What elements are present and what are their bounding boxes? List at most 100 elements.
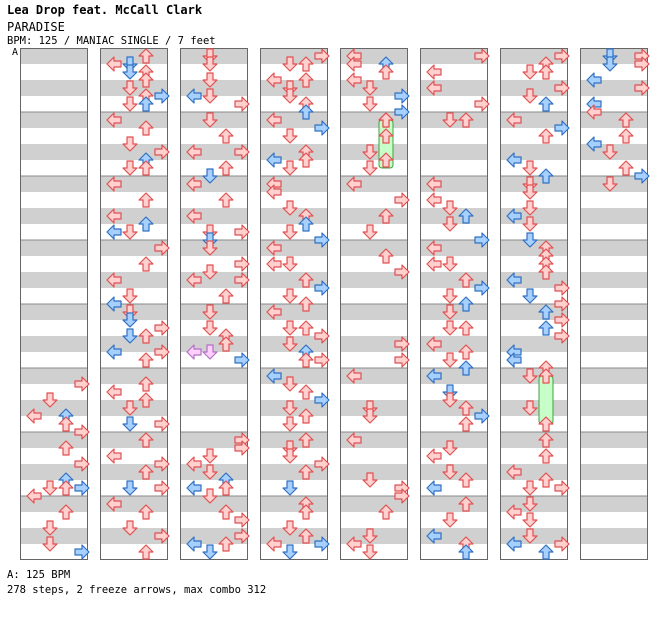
down-arrow-icon	[362, 544, 378, 560]
up-arrow-icon	[378, 128, 394, 144]
right-arrow-icon	[634, 80, 650, 96]
up-arrow-icon	[298, 352, 314, 368]
down-arrow-icon	[202, 464, 218, 480]
up-arrow-icon	[298, 528, 314, 544]
down-arrow-icon	[522, 368, 538, 384]
up-arrow-icon	[538, 368, 554, 384]
beat-stripe	[100, 144, 168, 160]
beat-stripe	[180, 80, 248, 96]
beat-stripe	[20, 464, 88, 480]
right-arrow-icon	[234, 528, 250, 544]
up-arrow-icon	[458, 112, 474, 128]
beat-stripe	[580, 432, 648, 448]
left-arrow-icon	[186, 272, 202, 288]
right-arrow-icon	[154, 144, 170, 160]
down-arrow-icon	[522, 288, 538, 304]
left-arrow-icon	[266, 240, 282, 256]
column-frame	[100, 48, 168, 560]
up-arrow-icon	[298, 296, 314, 312]
left-arrow-icon	[346, 536, 362, 552]
down-arrow-icon	[442, 256, 458, 272]
beat-stripe	[580, 208, 648, 224]
left-arrow-icon	[506, 352, 522, 368]
up-arrow-icon	[298, 104, 314, 120]
left-arrow-icon	[506, 536, 522, 552]
beat-stripe	[420, 400, 488, 416]
beat-stripe	[420, 272, 488, 288]
left-arrow-icon	[106, 496, 122, 512]
up-arrow-icon	[218, 128, 234, 144]
down-arrow-icon	[282, 544, 298, 560]
up-arrow-icon	[138, 376, 154, 392]
left-arrow-icon	[506, 464, 522, 480]
up-arrow-icon	[458, 416, 474, 432]
beat-stripe	[580, 400, 648, 416]
up-arrow-icon	[298, 152, 314, 168]
beat-stripe	[420, 176, 488, 192]
beat-stripe	[180, 496, 248, 512]
up-arrow-icon	[138, 352, 154, 368]
beat-stripe	[260, 464, 328, 480]
left-arrow-icon	[266, 152, 282, 168]
left-arrow-icon	[266, 536, 282, 552]
right-arrow-icon	[554, 296, 570, 312]
down-arrow-icon	[202, 56, 218, 72]
beat-stripe	[100, 272, 168, 288]
up-arrow-icon	[218, 480, 234, 496]
beat-stripe	[180, 528, 248, 544]
down-arrow-icon	[442, 464, 458, 480]
beat-stripe	[180, 432, 248, 448]
up-arrow-icon	[138, 392, 154, 408]
left-arrow-icon	[106, 384, 122, 400]
up-arrow-icon	[218, 504, 234, 520]
left-arrow-icon	[346, 56, 362, 72]
beat-stripe	[420, 528, 488, 544]
beat-stripe	[580, 112, 648, 128]
beat-stripe	[100, 240, 168, 256]
up-arrow-icon	[458, 360, 474, 376]
beat-stripe	[100, 208, 168, 224]
right-arrow-icon	[154, 240, 170, 256]
right-arrow-icon	[394, 264, 410, 280]
down-arrow-icon	[202, 488, 218, 504]
up-arrow-icon	[538, 304, 554, 320]
left-arrow-icon	[106, 176, 122, 192]
down-arrow-icon	[282, 256, 298, 272]
up-arrow-icon	[138, 504, 154, 520]
left-arrow-icon	[26, 488, 42, 504]
up-arrow-icon	[298, 56, 314, 72]
beat-stripe	[500, 48, 568, 64]
down-arrow-icon	[122, 328, 138, 344]
up-arrow-icon	[138, 96, 154, 112]
left-arrow-icon	[106, 448, 122, 464]
beat-stripe	[340, 496, 408, 512]
up-arrow-icon	[138, 256, 154, 272]
beat-stripe	[100, 464, 168, 480]
up-arrow-icon	[298, 432, 314, 448]
beat-stripe	[420, 432, 488, 448]
up-arrow-icon	[138, 432, 154, 448]
up-arrow-icon	[538, 416, 554, 432]
up-arrow-icon	[538, 544, 554, 560]
beat-stripe	[580, 240, 648, 256]
right-arrow-icon	[74, 544, 90, 560]
up-arrow-icon	[618, 160, 634, 176]
beat-stripe	[100, 176, 168, 192]
beat-stripe	[420, 240, 488, 256]
beat-stripe	[100, 336, 168, 352]
down-arrow-icon	[282, 160, 298, 176]
left-arrow-icon	[186, 208, 202, 224]
beat-stripe	[340, 368, 408, 384]
beat-stripe	[580, 272, 648, 288]
left-arrow-icon	[26, 408, 42, 424]
down-arrow-icon	[362, 160, 378, 176]
beat-stripe	[100, 432, 168, 448]
right-arrow-icon	[314, 328, 330, 344]
down-arrow-icon	[362, 144, 378, 160]
down-arrow-icon	[522, 216, 538, 232]
down-arrow-icon	[442, 512, 458, 528]
down-arrow-icon	[442, 200, 458, 216]
beat-stripe	[260, 368, 328, 384]
down-arrow-icon	[202, 168, 218, 184]
